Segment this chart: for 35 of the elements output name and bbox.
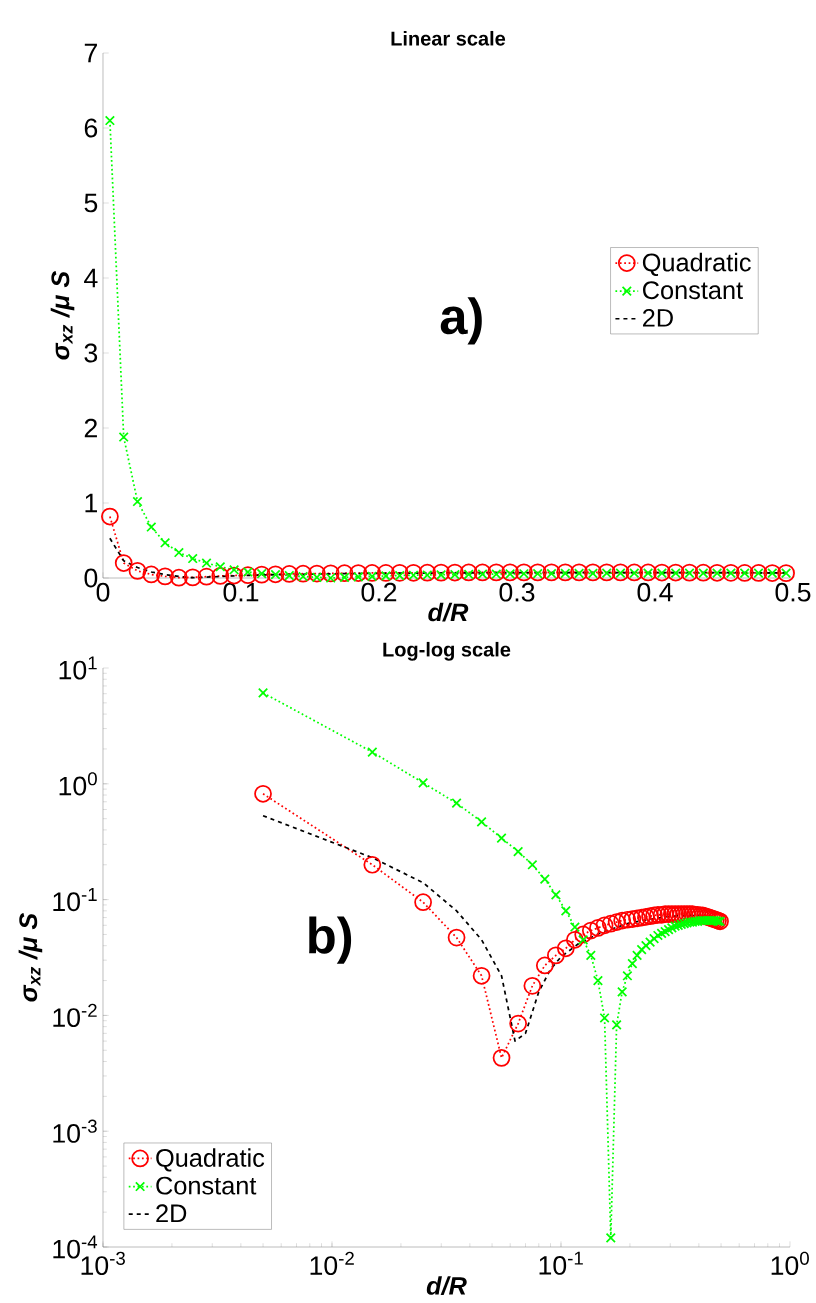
x-tick-label: 0.2	[361, 582, 397, 602]
chart-title: Linear scale	[391, 30, 506, 46]
y-tick-label: 3	[84, 343, 98, 363]
legend-label: Constant	[643, 281, 743, 300]
x-tick-label: 0.5	[775, 582, 811, 602]
y-axis-title: σ$_{xz}$ /μ S	[50, 271, 75, 360]
x-axis-title: d/R	[428, 602, 469, 622]
legend-label: 2D	[156, 1204, 187, 1223]
y-tick-label: 2	[84, 418, 97, 438]
y-tick-label: 7	[84, 43, 97, 63]
y-tick-label: 1	[85, 493, 97, 513]
y-tick-label: 4	[84, 268, 98, 288]
legend-label: Quadratic	[156, 1148, 265, 1172]
legend-label: 2D	[643, 308, 673, 327]
x-axis-title: d/R	[426, 1276, 467, 1296]
x-tick-label: 10$^{-2}$	[310, 1251, 354, 1276]
x-tick-label: 0.1	[223, 582, 259, 602]
y-tick-label: 10$^{-1}$	[53, 888, 97, 912]
annotation: b)	[309, 916, 352, 964]
y-tick-label: 6	[84, 118, 98, 138]
x-tick-label: 0.4	[637, 582, 673, 602]
x-tick-label: 10$^{-1}$	[539, 1251, 583, 1275]
y-axis-title: σ$_{xz}$ /μ S	[18, 913, 43, 1002]
legend-label: Constant	[156, 1176, 257, 1195]
annotation: a)	[440, 297, 482, 345]
chart-title: Log-log scale	[383, 641, 511, 661]
y-tick-label: 0	[84, 568, 98, 588]
y-tick-label: 10$^{-3}$	[53, 1119, 97, 1143]
y-tick-label: 10$^{0}$	[59, 772, 97, 796]
x-tick-label: 10$^{0}$	[771, 1251, 809, 1276]
y-tick-label: 10$^{-2}$	[53, 1003, 97, 1028]
y-tick-label: 5	[84, 193, 98, 213]
x-tick-label: 0.3	[499, 582, 535, 602]
y-tick-label: 10$^{1}$	[59, 656, 97, 680]
legend-label: Quadratic	[642, 252, 751, 277]
